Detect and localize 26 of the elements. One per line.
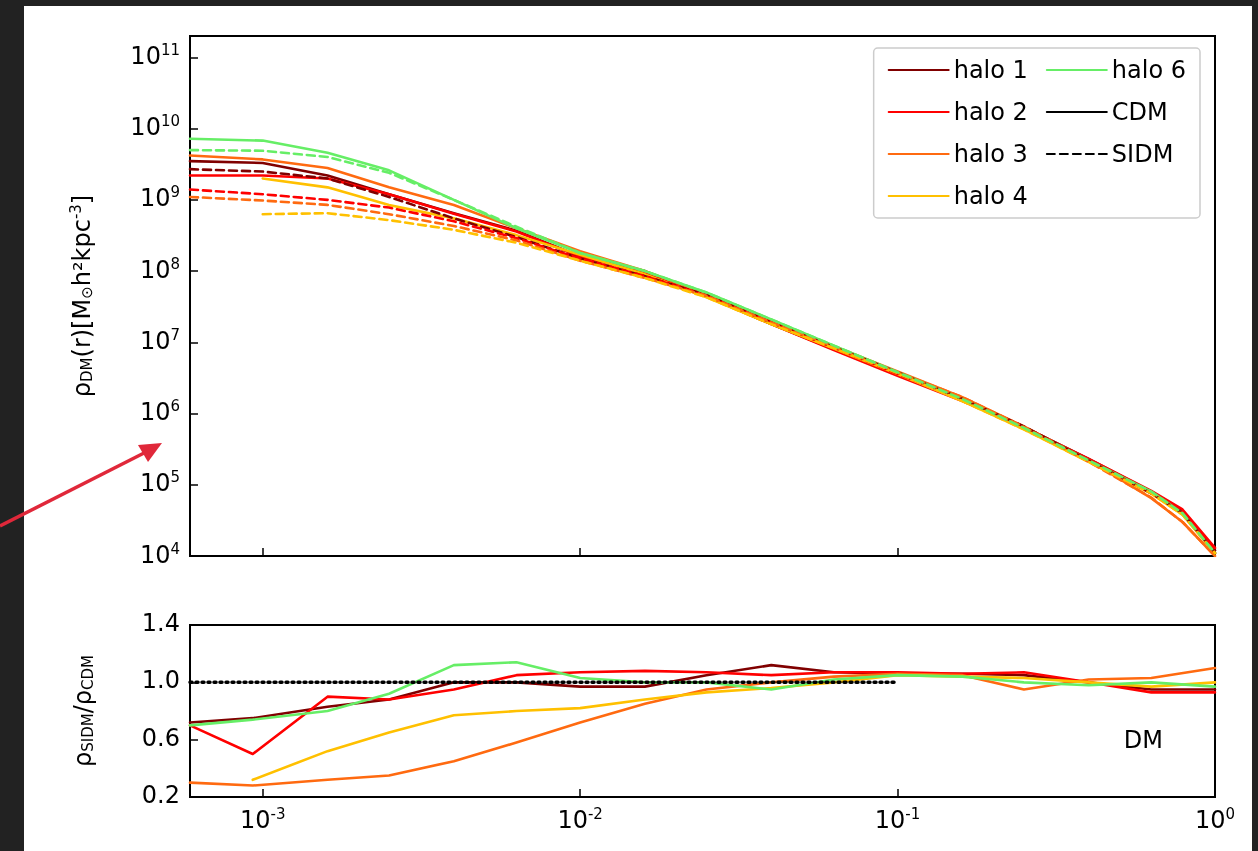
annotation: DM [1123,726,1163,754]
y-tick-label: 10$^{6}$ [139,397,180,427]
x-tick-label: 10$^{-3}$ [239,805,286,834]
legend-label: halo 2 [953,98,1028,126]
y-tick-label: 10$^{9}$ [139,183,180,213]
y-tick-label: 10$^{4}$ [139,539,180,569]
y-tick-label: 10$^{8}$ [139,254,180,284]
legend-label: CDM [1111,98,1168,126]
y-tick-label: 10$^{11}$ [130,40,180,70]
legend-label: halo 1 [953,56,1028,84]
legend-label: halo 3 [953,140,1028,168]
y-axis-title: ρDM(r)[M⊙h²kpc-3] [66,194,96,398]
x-tick-label: 10$^{-2}$ [557,805,603,834]
legend-label: halo 4 [953,182,1028,210]
y-tick-label: 10$^{10}$ [130,112,180,142]
y-axis-title: ρSIDM/ρCDM [68,655,97,767]
y-tick-label: 0.6 [141,723,180,752]
y-tick-label: 1.4 [141,609,180,637]
x-tick-label: 10$^{0}$ [1194,805,1236,834]
x-tick-label: 10$^{-1}$ [874,805,921,834]
legend-label: halo 6 [1111,56,1186,84]
y-tick-label: 10$^{5}$ [139,468,180,498]
legend-label: SIDM [1111,140,1174,168]
y-tick-label: 0.2 [141,781,180,809]
y-tick-label: 1.0 [141,666,180,695]
y-tick-label: 10$^{7}$ [139,325,180,355]
